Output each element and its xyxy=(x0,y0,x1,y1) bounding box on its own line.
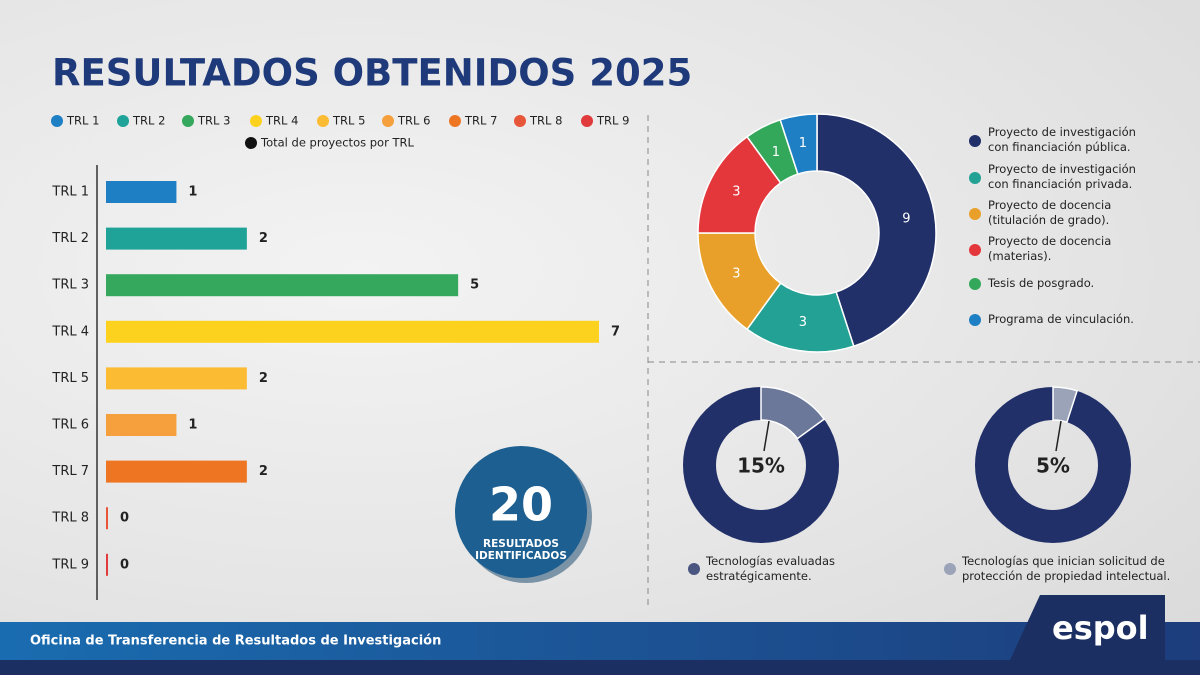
legend-label: TRL 6 xyxy=(397,114,430,128)
segment-label: 3 xyxy=(732,184,740,199)
donut-segment xyxy=(816,113,937,348)
donut-segment xyxy=(779,113,818,175)
legend-dot xyxy=(581,115,593,127)
legend-label: Total de proyectos por TRL xyxy=(260,136,414,150)
gauge-segment xyxy=(1052,386,1079,424)
logo-shape xyxy=(1010,595,1165,660)
badge-number: 20 xyxy=(489,478,553,532)
legend-dot xyxy=(969,172,981,184)
legend-dot xyxy=(514,115,526,127)
value-label: 5 xyxy=(470,278,479,293)
legend-label: TRL 3 xyxy=(197,114,230,128)
bar xyxy=(106,507,108,530)
legend-label: TRL 4 xyxy=(265,114,298,128)
legend-label: Proyecto de docencia (titulación de grad… xyxy=(988,198,1112,227)
y-tick-label: TRL 6 xyxy=(51,418,89,433)
segment-label: 9 xyxy=(902,211,910,226)
gauge-caption: Tecnologías que inician solicitud de pro… xyxy=(962,554,1171,583)
logo: espol xyxy=(1052,609,1149,647)
bar xyxy=(106,414,177,436)
footer-text: Oficina de Transferencia de Resultados d… xyxy=(30,634,441,649)
y-tick-label: TRL 5 xyxy=(51,371,89,386)
pointer xyxy=(1055,420,1062,452)
value-label: 7 xyxy=(611,324,620,339)
y-tick-label: TRL 4 xyxy=(51,324,89,339)
footer-band xyxy=(0,622,1200,660)
segment-label: 3 xyxy=(732,267,740,282)
legend-label: Tesis de posgrado. xyxy=(988,276,1095,290)
value-label: 0 xyxy=(120,557,129,572)
gauge-label: 5% xyxy=(1036,454,1070,478)
legend-dot xyxy=(969,278,981,290)
y-tick-label: TRL 8 xyxy=(51,511,89,526)
y-tick-label: TRL 9 xyxy=(51,557,89,572)
legend-label: TRL 8 xyxy=(529,114,562,128)
legend-dot xyxy=(969,208,981,220)
y-tick-label: TRL 3 xyxy=(51,278,89,293)
caption-dot xyxy=(688,563,700,575)
value-label: 1 xyxy=(188,185,197,200)
legend-label: TRL 9 xyxy=(596,114,629,128)
bar xyxy=(106,227,247,250)
bar xyxy=(106,367,247,390)
pointer xyxy=(763,420,770,452)
footer-strip xyxy=(0,660,1200,675)
legend-label: Proyecto de docencia (materias). xyxy=(988,234,1112,263)
value-label: 2 xyxy=(259,371,268,386)
caption-dot xyxy=(944,563,956,575)
gauge-segment xyxy=(760,386,826,440)
legend-label: TRL 7 xyxy=(464,114,497,128)
gauge-caption: Tecnologías evaluadas estratégicamente. xyxy=(706,554,836,583)
legend-label: Proyecto de investigación con financiaci… xyxy=(988,125,1136,154)
bar xyxy=(106,553,108,576)
legend-label: TRL 1 xyxy=(66,114,99,128)
legend-dot xyxy=(245,137,257,149)
gauge-label: 15% xyxy=(737,454,785,478)
legend-label: Proyecto de investigación con financiaci… xyxy=(988,162,1136,191)
legend-dot xyxy=(969,244,981,256)
title: RESULTADOS OBTENIDOS 2025 xyxy=(52,52,692,95)
bar xyxy=(106,181,177,203)
value-label: 0 xyxy=(120,511,129,526)
badge xyxy=(455,446,587,578)
legend-dot xyxy=(969,314,981,326)
legend-dot xyxy=(250,115,262,127)
value-label: 1 xyxy=(188,418,197,433)
value-label: 2 xyxy=(259,464,268,479)
y-tick-label: TRL 2 xyxy=(51,231,89,246)
segment-label: 1 xyxy=(799,136,807,151)
bar xyxy=(106,460,247,483)
y-tick-label: TRL 1 xyxy=(51,185,89,200)
badge-label: RESULTADOS IDENTIFICADOS xyxy=(475,538,567,562)
legend-label: TRL 5 xyxy=(332,114,365,128)
legend-dot xyxy=(182,115,194,127)
legend-label: Programa de vinculación. xyxy=(988,312,1134,326)
y-tick-label: TRL 7 xyxy=(51,464,89,479)
legend-dot xyxy=(449,115,461,127)
segment-label: 3 xyxy=(799,315,807,330)
legend-dot xyxy=(317,115,329,127)
legend-dot xyxy=(969,135,981,147)
value-label: 2 xyxy=(259,231,268,246)
legend-dot xyxy=(382,115,394,127)
legend-label: TRL 2 xyxy=(132,114,165,128)
bar xyxy=(106,274,459,297)
legend-dot xyxy=(51,115,63,127)
bar xyxy=(106,320,599,343)
legend-dot xyxy=(117,115,129,127)
segment-label: 1 xyxy=(772,145,780,160)
